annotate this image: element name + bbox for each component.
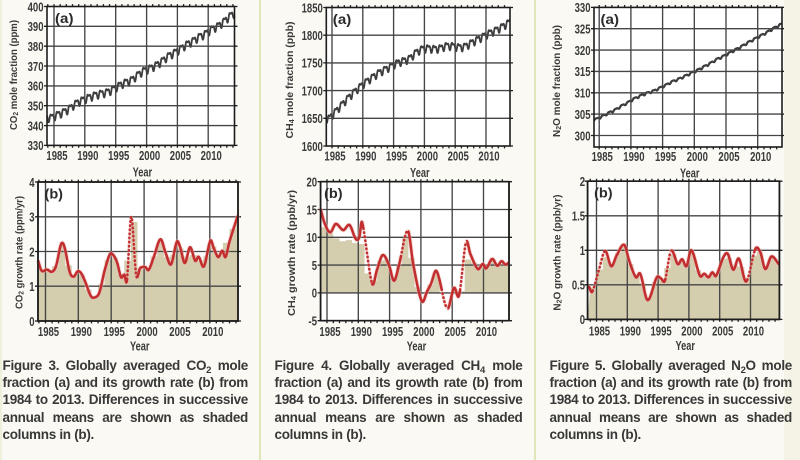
svg-text:400: 400 [28, 0, 44, 14]
svg-text:2010: 2010 [750, 149, 771, 164]
svg-text:(a): (a) [601, 12, 620, 27]
svg-text:1990: 1990 [355, 149, 376, 164]
svg-text:1990: 1990 [77, 148, 98, 163]
svg-text:1995: 1995 [651, 324, 672, 339]
svg-text:1800: 1800 [302, 28, 323, 43]
svg-text:320: 320 [575, 43, 591, 58]
svg-text:330: 330 [575, 0, 591, 15]
svg-text:360: 360 [28, 79, 44, 94]
svg-text:0.5: 0.5 [572, 278, 585, 293]
svg-text:CO2 mole fraction (ppm): CO2 mole fraction (ppm) [9, 20, 20, 130]
svg-text:CH4 mole fraction (ppb): CH4 mole fraction (ppb) [285, 22, 296, 139]
svg-text:1985: 1985 [324, 149, 345, 164]
svg-text:305: 305 [575, 107, 591, 122]
svg-text:2: 2 [29, 244, 34, 259]
svg-text:1990: 1990 [620, 324, 641, 339]
svg-text:15: 15 [307, 202, 318, 217]
svg-text:2000: 2000 [681, 324, 702, 339]
svg-text:2000: 2000 [417, 149, 438, 164]
svg-text:315: 315 [575, 64, 591, 79]
svg-text:1: 1 [580, 243, 585, 258]
svg-text:Year: Year [675, 338, 695, 353]
svg-text:1650: 1650 [302, 111, 323, 126]
svg-text:2000: 2000 [139, 148, 160, 163]
svg-text:325: 325 [575, 22, 591, 37]
svg-text:2010: 2010 [201, 148, 222, 163]
svg-text:2010: 2010 [743, 324, 764, 339]
svg-text:0: 0 [580, 312, 585, 327]
svg-text:1: 1 [29, 279, 34, 294]
svg-text:1995: 1995 [104, 324, 125, 339]
svg-text:2005: 2005 [170, 148, 191, 163]
svg-text:1995: 1995 [655, 149, 676, 164]
svg-text:390: 390 [28, 19, 44, 34]
svg-text:310: 310 [575, 86, 591, 101]
svg-text:Year: Year [407, 338, 427, 353]
svg-text:370: 370 [28, 59, 44, 74]
svg-text:2005: 2005 [169, 324, 190, 339]
svg-text:2010: 2010 [478, 149, 499, 164]
svg-text:N2O growth rate (ppb/yr): N2O growth rate (ppb/yr) [552, 195, 563, 311]
svg-text:0: 0 [312, 286, 317, 301]
svg-text:10: 10 [307, 230, 318, 245]
svg-text:CO2 growth rate (ppm/yr): CO2 growth rate (ppm/yr) [14, 196, 25, 309]
svg-text:2000: 2000 [687, 149, 708, 164]
svg-text:1990: 1990 [351, 324, 372, 339]
svg-text:(b): (b) [324, 186, 343, 201]
svg-text:1.5: 1.5 [572, 209, 585, 224]
svg-text:20: 20 [307, 175, 318, 190]
svg-text:1750: 1750 [302, 56, 323, 71]
svg-text:2005: 2005 [448, 149, 469, 164]
svg-text:1985: 1985 [592, 149, 613, 164]
svg-text:N2O mole fraction (ppb): N2O mole fraction (ppb) [552, 25, 563, 137]
svg-text:2005: 2005 [718, 149, 739, 164]
svg-text:Year: Year [130, 339, 150, 354]
svg-text:-5: -5 [308, 314, 317, 329]
svg-text:350: 350 [28, 99, 44, 114]
svg-text:(b): (b) [594, 186, 613, 201]
svg-text:1700: 1700 [302, 83, 323, 98]
svg-text:340: 340 [28, 118, 44, 133]
svg-text:5: 5 [312, 258, 317, 273]
svg-text:1985: 1985 [38, 324, 59, 339]
svg-text:(a): (a) [55, 11, 74, 26]
svg-text:1995: 1995 [382, 324, 403, 339]
svg-text:1985: 1985 [319, 324, 340, 339]
svg-text:2005: 2005 [712, 324, 733, 339]
svg-text:Year: Year [680, 166, 700, 181]
svg-text:2005: 2005 [445, 324, 466, 339]
svg-text:CH4 growth rate (ppb/yr): CH4 growth rate (ppb/yr) [287, 190, 298, 316]
svg-text:Year: Year [410, 165, 430, 180]
svg-text:1995: 1995 [386, 149, 407, 164]
svg-text:2010: 2010 [202, 324, 223, 339]
svg-text:380: 380 [28, 39, 44, 54]
svg-text:1600: 1600 [302, 139, 323, 154]
svg-text:1995: 1995 [108, 148, 129, 163]
svg-text:300: 300 [575, 128, 591, 143]
svg-text:1990: 1990 [623, 149, 644, 164]
svg-text:4: 4 [29, 175, 35, 190]
svg-text:1850: 1850 [302, 0, 323, 15]
svg-text:2010: 2010 [476, 324, 497, 339]
svg-text:330: 330 [28, 138, 44, 153]
svg-text:1990: 1990 [71, 324, 92, 339]
svg-text:Year: Year [133, 165, 153, 180]
svg-text:2: 2 [580, 174, 585, 189]
svg-text:2000: 2000 [137, 324, 158, 339]
svg-text:3: 3 [29, 210, 34, 225]
svg-text:0: 0 [29, 314, 34, 329]
svg-text:1985: 1985 [46, 148, 67, 163]
svg-text:(a): (a) [333, 12, 352, 27]
svg-text:(b): (b) [45, 187, 64, 202]
svg-text:1985: 1985 [589, 324, 610, 339]
svg-text:2000: 2000 [413, 324, 434, 339]
